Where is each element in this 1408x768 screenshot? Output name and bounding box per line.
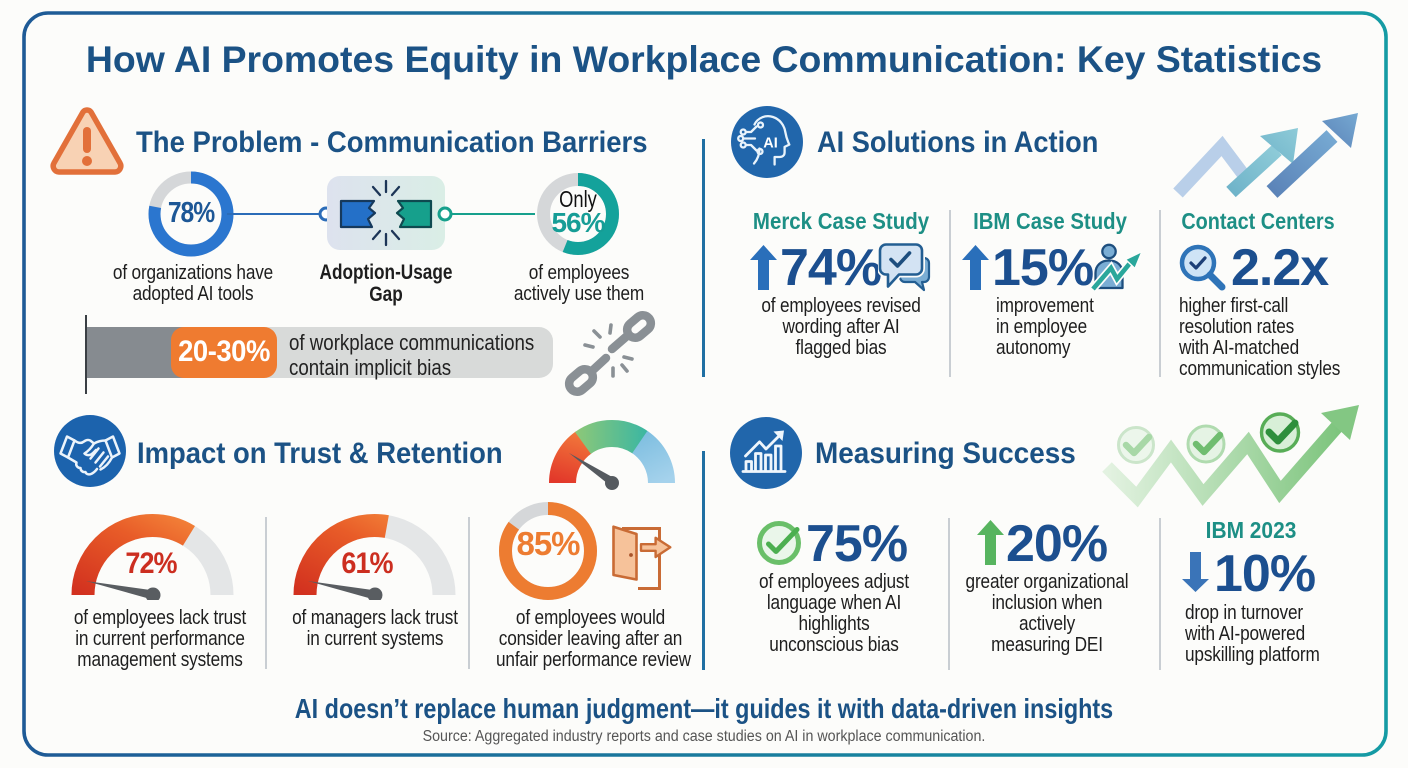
svg-text:AI: AI	[763, 136, 778, 152]
